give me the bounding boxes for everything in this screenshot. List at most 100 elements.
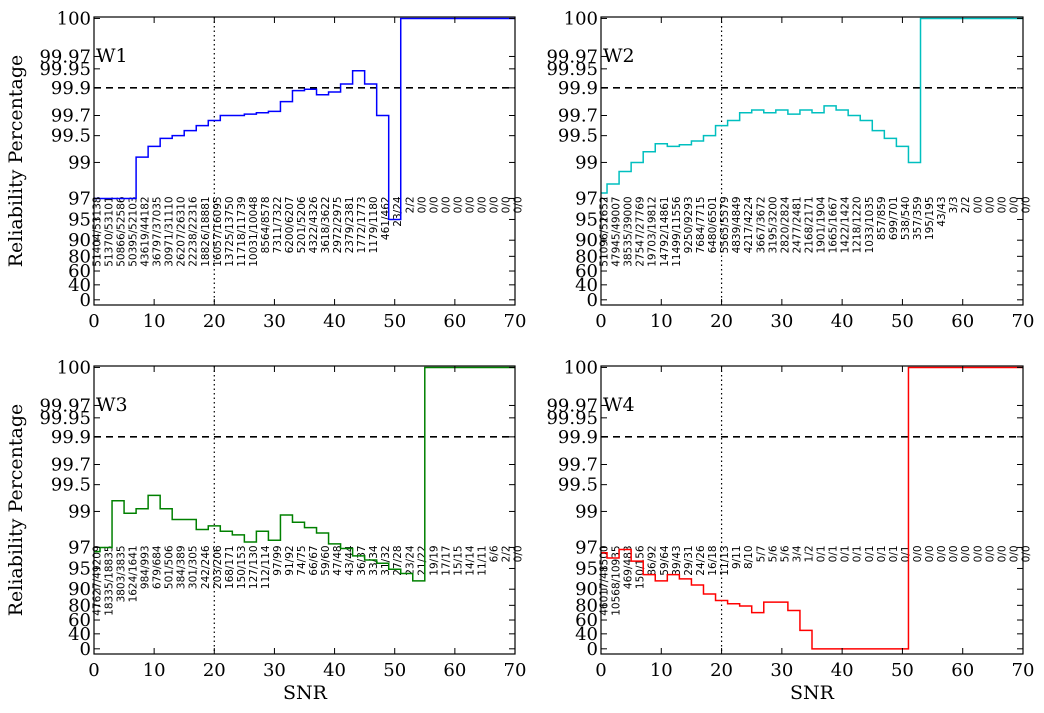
ratio-label: 357/359 <box>912 196 924 240</box>
panel-w2: 51096/52652 47945/49007 38535/39000 27547/2… <box>546 8 1034 332</box>
ratio-label: 0/0 <box>984 196 996 213</box>
y-tick-label: 99.5 <box>51 475 91 496</box>
ratio-label: 23/24 <box>404 545 416 576</box>
ratio-label: 74/75 <box>296 545 308 575</box>
axes-frame <box>93 365 516 655</box>
x-tick-label: 30 <box>263 311 286 332</box>
ratio-label: 0/0 <box>1021 196 1033 213</box>
ratio-label: 13725/13750 <box>224 196 236 266</box>
ratio-label: 150/153 <box>236 545 248 589</box>
y-tick-label: 99 <box>575 152 598 173</box>
xlabel-bottom-left: SNR <box>283 682 328 704</box>
y-tick-label: 99 <box>68 501 91 522</box>
panel-label: W2 <box>603 45 635 67</box>
ratio-label: 0/0 <box>440 196 452 213</box>
ratio-label: 16/18 <box>707 545 719 575</box>
ratio-label: 0/1 <box>852 545 864 562</box>
ratio-label: 97/99 <box>272 545 284 575</box>
ratio-label: 4217/4224 <box>743 196 755 253</box>
y-tick-label: 90 <box>68 230 91 251</box>
ratio-label: 2/2 <box>404 196 416 213</box>
y-tick-label: 95 <box>68 209 91 230</box>
ratio-label: 301/305 <box>188 545 200 589</box>
panel-label: W4 <box>603 394 635 416</box>
x-tick-label: 60 <box>443 311 466 332</box>
ratio-label: 50395/52103 <box>128 196 140 266</box>
y-tick-label: 95 <box>68 558 91 579</box>
x-tick-label: 20 <box>710 311 733 332</box>
xlabel-bottom-right: SNR <box>790 682 835 704</box>
axes-frame <box>93 16 516 306</box>
ratio-label: 31/32 <box>380 545 392 575</box>
ratio-label: 0/0 <box>1008 545 1020 562</box>
ratio-label: 0/0 <box>936 545 948 562</box>
ratio-label: 38535/39000 <box>623 196 635 266</box>
ratio-label: 9/11 <box>731 545 743 569</box>
ratio-label: 0/0 <box>960 545 972 562</box>
y-tick-label: 90 <box>575 230 598 251</box>
ratio-label: 21/22 <box>416 545 428 575</box>
x-tick-label: 30 <box>770 660 793 681</box>
ratio-label: 50866/52586 <box>116 196 128 267</box>
ratio-label: 24/26 <box>695 545 707 576</box>
y-tick-label: 99.5 <box>558 126 598 147</box>
ratio-label: 501/506 <box>164 545 176 589</box>
ratio-label: 2/2 <box>960 196 972 213</box>
y-tick-label: 60 <box>575 261 598 282</box>
x-tick-label: 60 <box>443 660 466 681</box>
y-tick-label: 0 <box>587 290 598 311</box>
x-tick-label: 0 <box>595 311 606 332</box>
ratio-label: 0/0 <box>476 196 488 213</box>
ratio-label: 36/37 <box>356 545 368 575</box>
x-tick-label: 40 <box>323 660 346 681</box>
ratio-label: 4322/4326 <box>308 196 320 253</box>
y-tick-label: 99.7 <box>558 454 598 475</box>
y-tick-label: 99.7 <box>558 105 598 126</box>
ratio-label: 17/17 <box>440 545 452 575</box>
y-tick-label: 95 <box>575 209 598 230</box>
ratio-label: 43619/44182 <box>140 196 152 266</box>
y-tick-label: 0 <box>587 639 598 660</box>
panel-w3: 47627/49209 18335/18835 3803/3835 1624/1641… <box>39 357 526 681</box>
y-tick-label: 97 <box>68 537 91 558</box>
ratio-label: 29/31 <box>683 545 695 575</box>
ratio-label: 47945/49007 <box>611 196 623 266</box>
ratio-label: 27547/27769 <box>635 196 647 266</box>
y-tick-label: 40 <box>68 624 91 645</box>
ylabel-bottom: Reliability Percentage <box>5 404 27 617</box>
x-tick-label: 10 <box>143 660 166 681</box>
ratio-label: 19703/19812 <box>647 196 659 266</box>
y-tick-label: 0 <box>80 639 91 660</box>
x-tick-label: 60 <box>951 311 974 332</box>
ratio-label: 0/0 <box>488 196 500 213</box>
ratio-label: 3195/3200 <box>767 196 779 253</box>
ratio-label: 43/44 <box>344 545 356 576</box>
panel-w1: 51404/53138 51370/53101 50866/52586 50395/5… <box>39 8 526 332</box>
ratio-label: 2/2 <box>500 545 512 562</box>
y-tick-label: 99.5 <box>558 475 598 496</box>
y-tick-label: 99.95 <box>546 59 598 80</box>
x-tick-label: 0 <box>595 660 606 681</box>
ratio-label: 3667/3672 <box>755 196 767 253</box>
y-tick-label: 99.7 <box>51 105 91 126</box>
y-tick-label: 99.9 <box>558 78 598 99</box>
ratio-label: 984/993 <box>140 545 152 589</box>
y-tick-label: 99.9 <box>51 427 91 448</box>
y-tick-label: 60 <box>68 610 91 631</box>
y-tick-label: 99.95 <box>39 59 91 80</box>
ratio-label: 16057/16095 <box>212 196 224 266</box>
ratio-label: 6/6 <box>488 545 500 562</box>
ratio-label: 5201/5206 <box>296 196 308 253</box>
ratio-label: 5565/5579 <box>719 196 731 253</box>
panel-label: W1 <box>96 45 128 67</box>
ratio-label: 1665/1667 <box>828 196 840 253</box>
ratio-label: 1422/1424 <box>840 196 852 253</box>
ratio-label: 0/0 <box>972 196 984 213</box>
y-tick-label: 99.7 <box>51 454 91 475</box>
ratio-label: 0/0 <box>996 196 1008 213</box>
ratio-label: 10568/10935 <box>611 545 623 615</box>
ratio-label: 469/483 <box>623 545 635 589</box>
ratio-label: 9250/9293 <box>683 196 695 253</box>
ratio-label: 7684/7715 <box>695 196 707 253</box>
ratio-label: 0/0 <box>924 545 936 562</box>
